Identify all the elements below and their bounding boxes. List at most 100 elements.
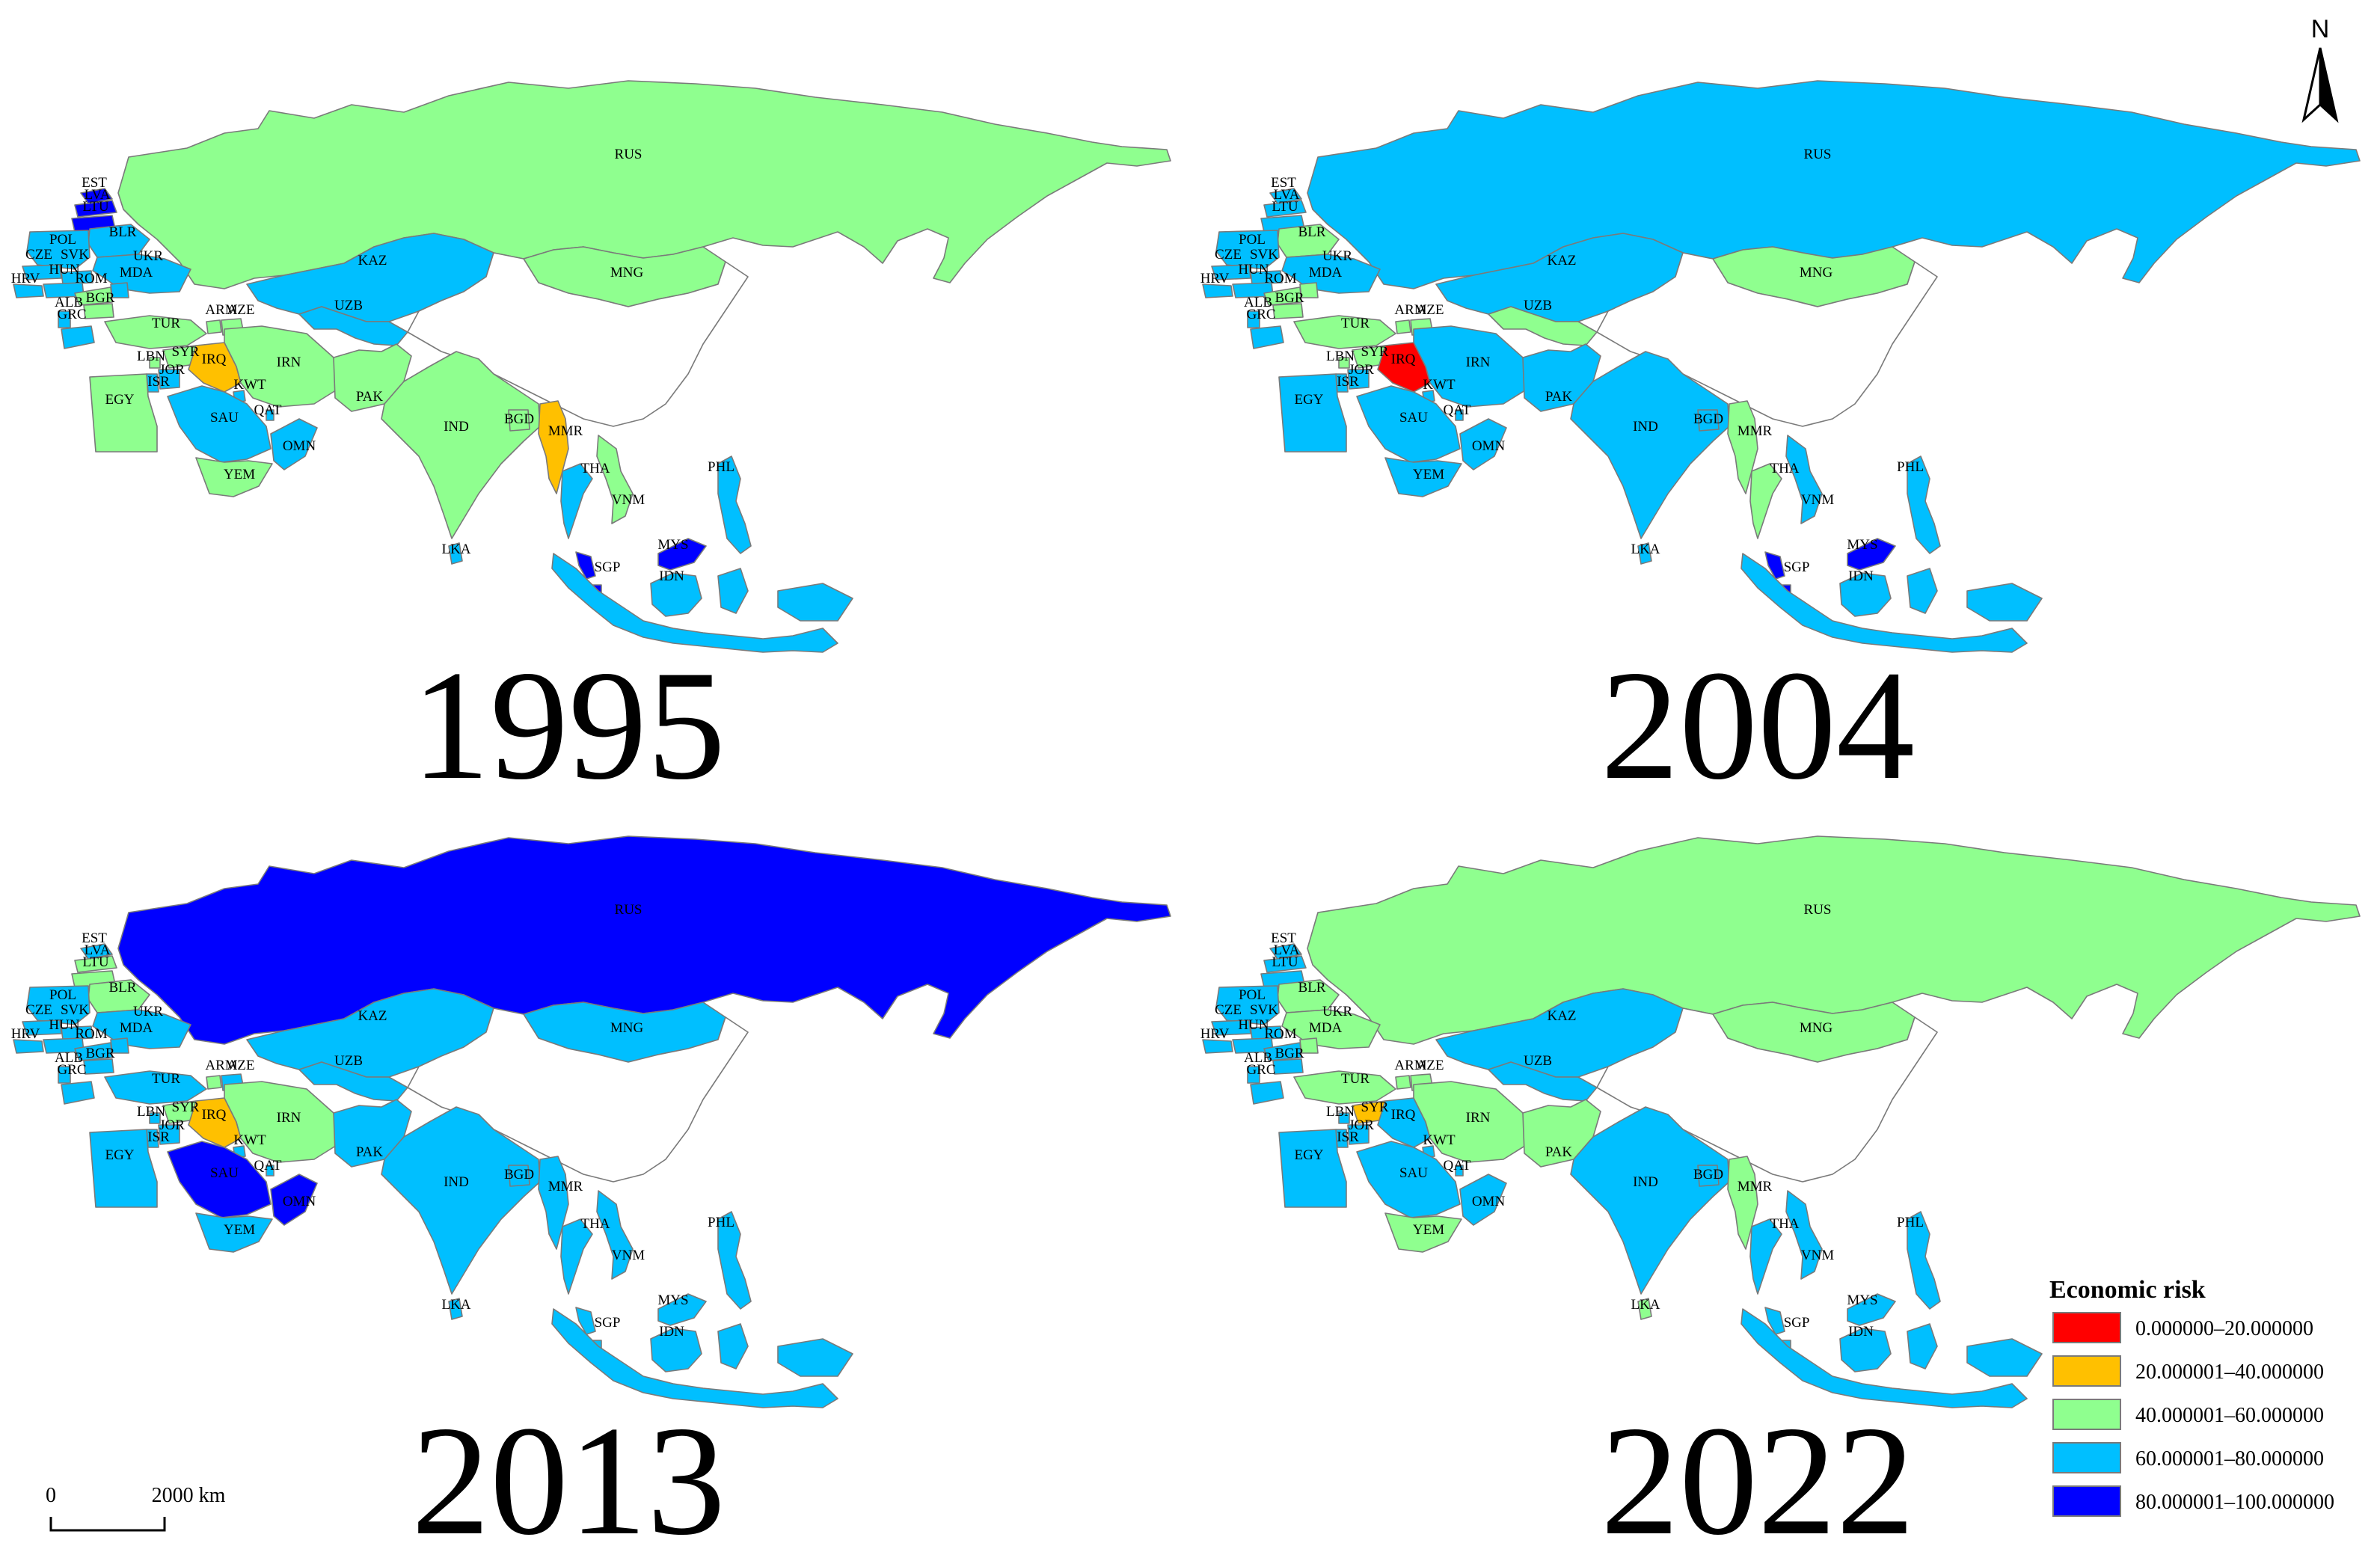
country-label-ltu: LTU <box>82 954 108 970</box>
country-yem <box>195 1212 273 1253</box>
country-ind <box>381 1106 541 1295</box>
country-label-arm: ARM <box>205 302 237 318</box>
country-cze <box>22 1019 62 1036</box>
country-pol <box>1215 985 1280 1025</box>
country-label-jor: JOR <box>1349 362 1374 378</box>
country-label-qat: QAT <box>1444 402 1471 418</box>
country-label-irn: IRN <box>1466 1110 1491 1126</box>
legend-items: 0.000000–20.000000 20.000001–40.000000 40.… <box>2052 1312 2334 1517</box>
north-arrow-label: N <box>2311 15 2330 43</box>
country-label-mys: MYS <box>657 1292 688 1308</box>
country-label-yem: YEM <box>1413 467 1444 482</box>
country-uzb <box>298 306 408 346</box>
country-label-hrv: HRV <box>11 271 40 286</box>
country-lva <box>1263 200 1307 218</box>
country-label-grc: GRC <box>57 1062 86 1078</box>
country-label-jor: JOR <box>159 362 185 378</box>
country-label-syr: SYR <box>1361 1099 1389 1115</box>
country-label-syr: SYR <box>1361 344 1389 360</box>
legend-swatch-3 <box>2052 1442 2121 1473</box>
country-label-arm: ARM <box>205 1058 237 1073</box>
country-label-egy: EGY <box>105 392 134 408</box>
country-label-irq: IRQ <box>202 1107 227 1123</box>
country-pol <box>26 985 91 1025</box>
country-rom <box>74 1042 113 1061</box>
country-label-pak: PAK <box>356 389 384 405</box>
country-egy <box>89 373 158 453</box>
country-label-lbn: LBN <box>137 1104 165 1120</box>
country-label-isr: ISR <box>1337 374 1359 390</box>
country-label-kwt: KWT <box>1423 377 1456 393</box>
country-label-ltu: LTU <box>82 199 108 215</box>
country-label-idn: IDN <box>659 568 684 584</box>
legend-label-4: 80.000001–100.000000 <box>2135 1491 2334 1514</box>
country-label-kwt: KWT <box>233 377 266 393</box>
country-ind <box>1570 351 1730 539</box>
country-label-vnm: VNM <box>612 492 645 508</box>
country-egy <box>89 1129 158 1208</box>
country-label-vnm: VNM <box>612 1248 645 1263</box>
country-lka <box>1637 542 1652 565</box>
country-label-phl: PHL <box>708 459 734 475</box>
country-cze <box>1211 264 1251 280</box>
country-est <box>80 188 113 204</box>
country-egy <box>1278 1129 1347 1208</box>
country-label-ukr: UKR <box>133 1004 163 1019</box>
country-label-tur: TUR <box>152 1071 180 1087</box>
country-label-hun: HUN <box>1238 262 1269 277</box>
country-label-irn: IRN <box>277 355 301 370</box>
country-label-mmr: MMR <box>1738 1179 1773 1194</box>
country-uzb <box>298 1061 408 1102</box>
country-label-jor: JOR <box>1349 1117 1374 1133</box>
country-label-svk: SVK <box>61 247 89 263</box>
country-label-vnm: VNM <box>1801 1248 1834 1263</box>
country-label-mda: MDA <box>1309 265 1343 280</box>
country-sau <box>1356 385 1461 463</box>
country-label-kaz: KAZ <box>1547 253 1576 269</box>
country-label-bgd: BGD <box>1693 1167 1723 1183</box>
country-tha <box>560 1218 593 1295</box>
country-mmr <box>538 400 569 494</box>
country-label-bgd: BGD <box>504 411 534 427</box>
country-label-egy: EGY <box>1294 1147 1323 1163</box>
country-label-est: EST <box>82 175 107 191</box>
country-svk <box>61 270 93 285</box>
country-label-mys: MYS <box>657 537 688 553</box>
country-omn <box>270 1174 318 1226</box>
country-label-sgp: SGP <box>595 1315 621 1331</box>
country-label-cze: CZE <box>1215 1002 1242 1018</box>
legend-title: Economic risk <box>2049 1276 2206 1304</box>
country-lva <box>74 955 117 973</box>
country-lka <box>1637 1298 1652 1320</box>
country-label-lva: LVA <box>1274 187 1300 203</box>
country-label-omn: OMN <box>1472 1194 1506 1209</box>
country-label-pol: POL <box>1239 232 1266 248</box>
country-tur <box>1293 1070 1396 1105</box>
country-omn <box>1459 1174 1507 1226</box>
country-label-syr: SYR <box>172 1099 200 1115</box>
legend-label-3: 60.000001–80.000000 <box>2135 1447 2324 1470</box>
country-label-bgr: BGR <box>85 1046 114 1061</box>
country-label-bgd: BGD <box>504 1167 534 1183</box>
country-label-egy: EGY <box>105 1147 134 1163</box>
country-sau <box>167 385 272 463</box>
country-jor <box>158 1124 180 1145</box>
country-arm <box>1395 319 1411 334</box>
country-mys <box>575 1293 707 1335</box>
country-label-irn: IRN <box>277 1110 301 1126</box>
country-label-ukr: UKR <box>1322 1004 1352 1019</box>
country-cze <box>22 264 62 280</box>
country-label-hrv: HRV <box>1200 271 1230 286</box>
country-bgr <box>1272 1058 1304 1075</box>
country-arm <box>206 319 222 334</box>
legend-label-1: 20.000001–40.000000 <box>2135 1361 2324 1384</box>
country-label-cze: CZE <box>1215 247 1242 263</box>
country-label-qat: QAT <box>254 1158 282 1174</box>
country-label-kaz: KAZ <box>358 1008 387 1024</box>
country-chn <box>1596 252 1938 427</box>
country-label-rus: RUS <box>615 902 642 918</box>
country-irn <box>1413 325 1528 408</box>
country-rom <box>1263 1042 1302 1061</box>
country-lbn <box>1338 357 1350 369</box>
